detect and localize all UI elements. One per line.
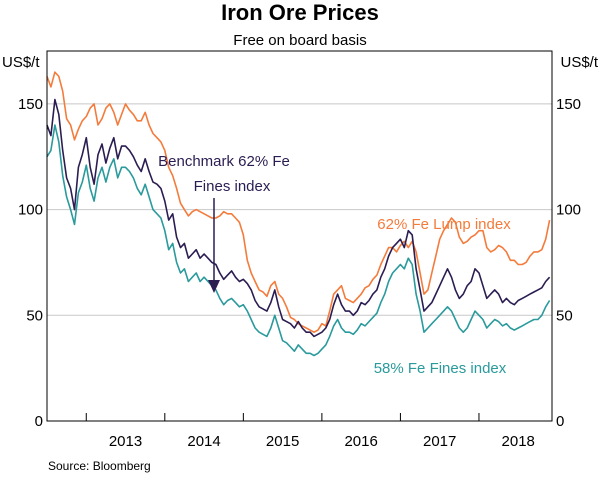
chart-subtitle: Free on board basis bbox=[233, 32, 366, 49]
y-axis-unit-left: US$/t bbox=[2, 54, 40, 71]
y-tick-left-0: 0 bbox=[35, 413, 43, 430]
gridlines bbox=[47, 103, 552, 316]
source-note: Source: Bloomberg bbox=[48, 459, 151, 473]
y-tick-labels-left: 0 50 100 150 bbox=[18, 96, 43, 430]
annotation-benchmark-line2: Fines index bbox=[194, 178, 271, 195]
y-tick-left-100: 100 bbox=[18, 202, 43, 219]
series-line-2 bbox=[46, 98, 551, 338]
y-tick-right-0: 0 bbox=[556, 413, 564, 430]
x-tick-marks bbox=[85, 413, 480, 421]
y-tick-left-50: 50 bbox=[26, 307, 43, 324]
x-tick-label-2014: 2014 bbox=[187, 433, 220, 450]
series-lines bbox=[46, 71, 551, 357]
y-tick-right-50: 50 bbox=[556, 307, 573, 324]
y-tick-left-150: 150 bbox=[18, 96, 43, 113]
x-tick-label-2018: 2018 bbox=[502, 433, 535, 450]
annotation-benchmark-line1: Benchmark 62% Fe bbox=[158, 153, 290, 170]
benchmark-arrow bbox=[208, 198, 220, 293]
x-tick-label-2017: 2017 bbox=[423, 433, 456, 450]
series-line-3 bbox=[46, 124, 551, 357]
series-line-1 bbox=[46, 71, 551, 333]
annotation-lump: 62% Fe Lump index bbox=[377, 216, 511, 233]
x-tick-label-2015: 2015 bbox=[266, 433, 299, 450]
x-tick-label-2016: 2016 bbox=[344, 433, 377, 450]
y-tick-labels-right: 0 50 100 150 bbox=[556, 96, 581, 430]
plot-frame bbox=[46, 50, 553, 422]
x-tick-label-2013: 2013 bbox=[109, 433, 142, 450]
annotation-fines58: 58% Fe Fines index bbox=[374, 360, 507, 377]
chart-title: Iron Ore Prices bbox=[221, 0, 379, 25]
y-tick-right-100: 100 bbox=[556, 202, 581, 219]
y-tick-right-150: 150 bbox=[556, 96, 581, 113]
x-tick-labels: 2013 2014 2015 2016 2017 2018 bbox=[109, 433, 535, 450]
y-axis-unit-right: US$/t bbox=[560, 54, 598, 71]
